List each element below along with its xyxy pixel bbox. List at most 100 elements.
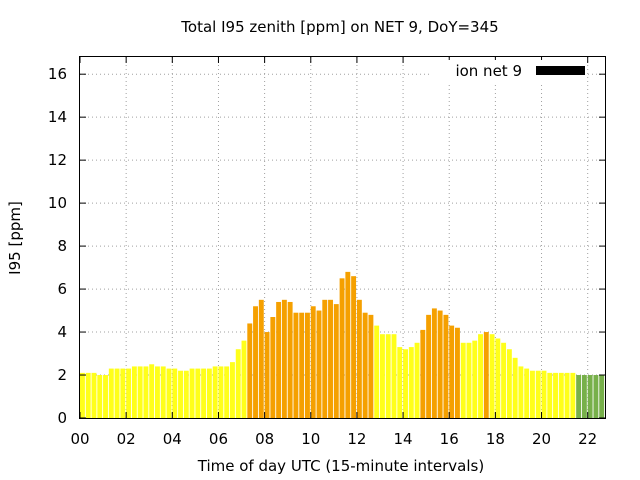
bar <box>287 301 293 418</box>
x-tick-label: 06 <box>209 430 228 448</box>
y-axis-label: I95 [ppm] <box>6 201 24 275</box>
bar <box>322 299 328 418</box>
bar <box>149 364 155 418</box>
bar <box>570 372 576 418</box>
bar <box>97 375 103 418</box>
bar <box>483 332 489 418</box>
bar <box>397 347 403 418</box>
bar <box>120 368 126 418</box>
grid <box>80 57 605 418</box>
bar <box>195 368 201 418</box>
x-tick-label: 18 <box>486 430 505 448</box>
bar <box>443 314 449 418</box>
bar <box>114 368 120 418</box>
bar <box>258 299 264 418</box>
bar <box>316 310 322 418</box>
bar <box>85 372 91 418</box>
x-tick-label: 20 <box>532 430 551 448</box>
bar <box>541 370 547 418</box>
bar <box>553 372 558 418</box>
bar <box>333 304 339 418</box>
bar <box>576 375 582 418</box>
bar <box>126 368 132 418</box>
bar <box>431 308 437 418</box>
bar <box>460 342 466 418</box>
bar <box>501 342 507 418</box>
bar <box>103 375 108 418</box>
y-tick-label: 0 <box>57 409 67 427</box>
bar <box>276 301 282 418</box>
bar <box>160 366 166 418</box>
y-tick-label: 16 <box>48 65 67 83</box>
legend-box <box>432 60 584 82</box>
bar <box>281 299 287 418</box>
bar <box>201 368 207 418</box>
bar <box>328 299 333 418</box>
bar <box>547 372 553 418</box>
x-tick-label: 08 <box>255 430 274 448</box>
bar <box>356 299 362 418</box>
bar <box>293 312 299 418</box>
y-tick-label: 10 <box>48 194 67 212</box>
bar <box>212 366 218 418</box>
bar <box>247 323 253 418</box>
legend-label: ion net 9 <box>455 62 522 80</box>
bar <box>270 317 276 418</box>
bars <box>80 271 605 418</box>
x-tick-label: 16 <box>440 430 459 448</box>
bar <box>391 334 397 418</box>
bar <box>108 368 114 418</box>
bar <box>206 368 212 418</box>
bar <box>230 362 235 418</box>
x-tick-label: 22 <box>578 430 597 448</box>
bar <box>362 312 368 418</box>
y-tick-label: 8 <box>57 237 67 255</box>
bar <box>155 366 160 418</box>
bar <box>524 368 530 418</box>
x-axis-label: Time of day UTC (15-minute intervals) <box>197 457 484 475</box>
x-tick-label: 14 <box>394 430 413 448</box>
x-tick-label: 00 <box>70 430 89 448</box>
bar <box>305 312 310 418</box>
bar <box>426 314 432 418</box>
bar <box>495 338 501 418</box>
y-tick-label: 12 <box>48 151 67 169</box>
bar <box>131 366 137 418</box>
bar <box>345 271 351 418</box>
bar <box>587 375 593 418</box>
bar <box>299 312 305 418</box>
bar <box>506 349 512 418</box>
bar <box>403 349 408 418</box>
bar <box>241 340 247 418</box>
bar <box>137 366 143 418</box>
bar <box>264 332 270 418</box>
bar <box>374 325 380 418</box>
bar <box>80 372 85 418</box>
bar <box>218 366 224 418</box>
bar <box>599 375 605 418</box>
bar <box>420 329 426 418</box>
bar <box>380 334 385 418</box>
bar <box>518 366 524 418</box>
y-tick-label: 4 <box>57 323 67 341</box>
y-tick-label: 14 <box>48 108 67 126</box>
bar <box>558 372 564 418</box>
y-tick-label: 6 <box>57 280 67 298</box>
bar <box>339 278 345 418</box>
bar <box>172 368 178 418</box>
x-tick-label: 10 <box>301 430 320 448</box>
bar <box>385 334 391 418</box>
bar <box>564 372 570 418</box>
bar <box>512 357 518 418</box>
bar <box>593 375 599 418</box>
x-tick-label: 04 <box>163 430 182 448</box>
bar <box>478 334 483 418</box>
bar <box>489 334 495 418</box>
bar <box>351 276 357 418</box>
bar <box>472 340 478 418</box>
bar <box>535 370 541 418</box>
plot-frame <box>79 56 606 419</box>
bar <box>310 306 316 418</box>
legend-swatch <box>536 66 585 75</box>
